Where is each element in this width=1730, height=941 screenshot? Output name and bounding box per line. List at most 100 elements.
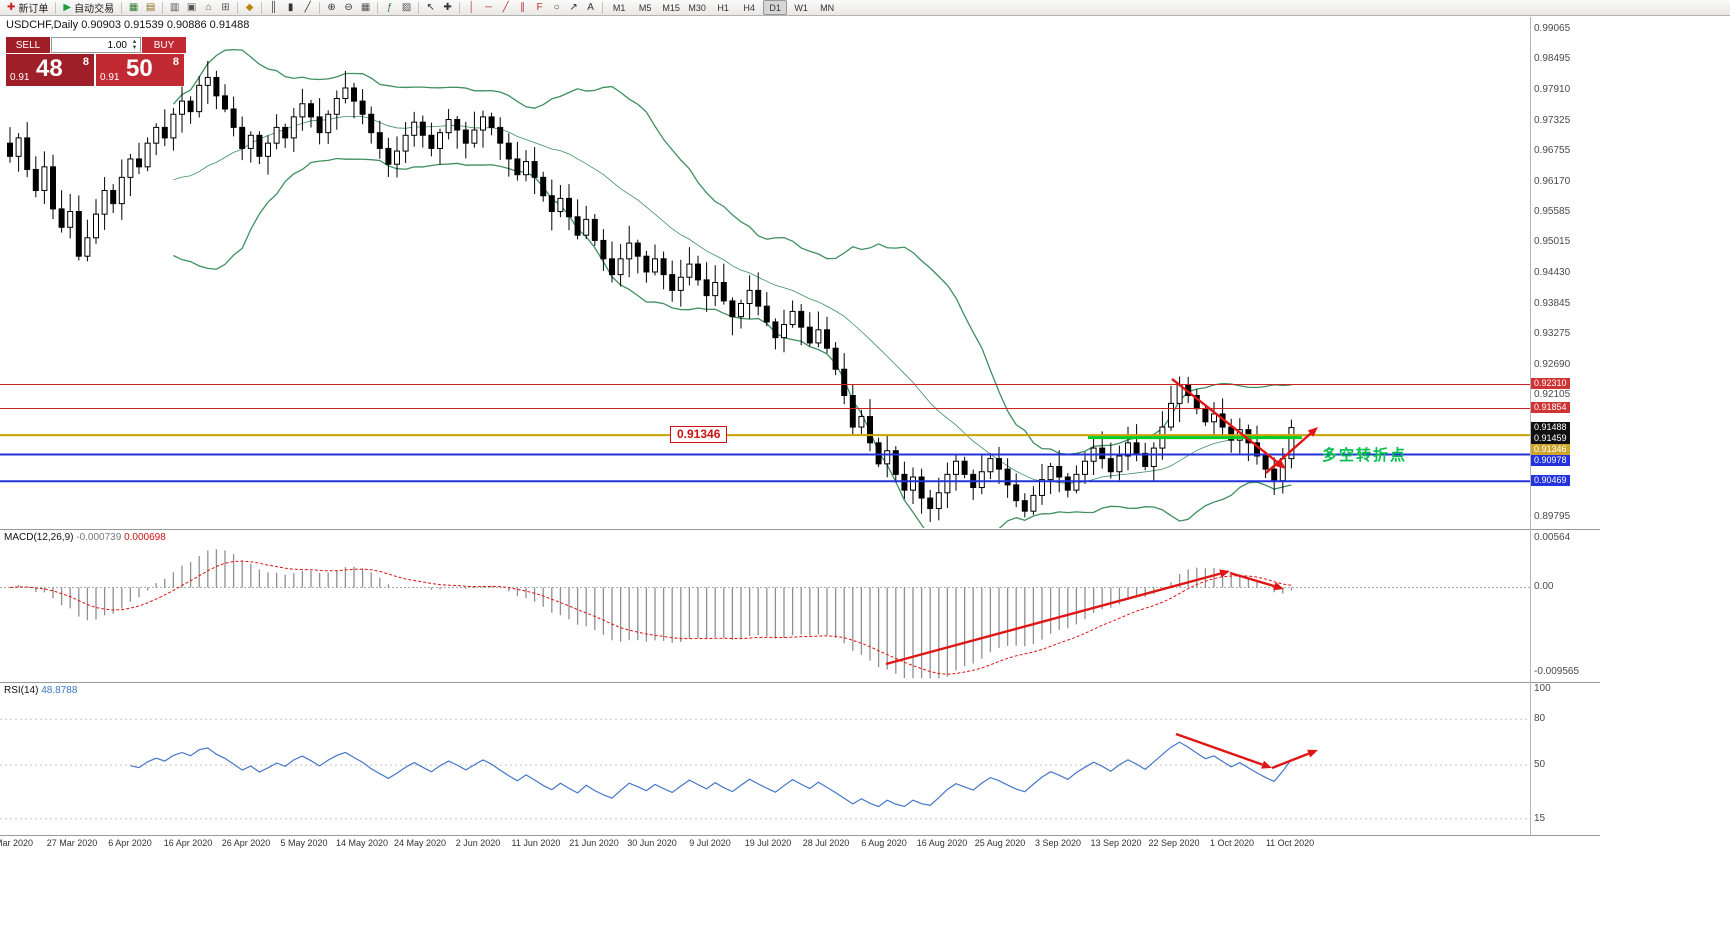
date-label: 11 Oct 2020 [1265,838,1315,848]
toolbar-separator [162,1,164,14]
zoom-out-icon[interactable]: ⊖ [344,1,353,13]
vertical-line-icon[interactable]: │ [468,1,475,13]
date-label: 5 May 2020 [280,838,328,848]
macd-header: MACD(12,26,9) -0.000739 0.000698 [4,532,166,543]
rsi-axis-label: 80 [1534,713,1546,725]
buy-button[interactable]: BUY [142,37,186,53]
price-tag: 0.91459 [1531,432,1570,444]
timeframe-h1[interactable]: H1 [717,2,729,13]
volume-spinner[interactable]: ▲ ▼ [129,39,140,52]
sell-price-prefix: 0.91 [10,72,30,83]
indicators-icon[interactable]: ƒ [386,1,393,13]
horizontal-line-icon[interactable]: ─ [485,1,493,13]
macd-axis-label: -0.009565 [1534,665,1580,677]
date-label: 24 May 2020 [393,838,447,848]
tile-windows-icon[interactable]: ▦ [360,1,371,13]
navigator-icon[interactable]: ⌂ [205,1,212,13]
new-chart-icon[interactable]: ▦ [128,1,139,13]
pane-separator [0,835,1600,836]
rsi-value: 48.8788 [41,685,78,696]
pane-separator[interactable] [0,682,1600,683]
timeframe-w1[interactable]: W1 [794,2,808,13]
toolbar-separator [261,1,263,14]
equidistant-channel-icon[interactable]: ∥ [520,1,526,13]
rsi-label: RSI(14) [4,685,39,696]
buy-price-pip: 8 [172,56,179,68]
templates-icon[interactable]: ▨ [401,1,412,13]
date-label: 30 Jun 2020 [627,838,677,848]
timeframe-d1[interactable]: D1 [763,0,788,15]
main-chart-canvas[interactable] [0,17,1530,528]
macd-axis-label: 0.00 [1534,581,1554,593]
crosshair-icon[interactable]: ✚ [443,1,452,13]
line-chart-icon[interactable]: ╱ [304,1,311,13]
timeframe-mn[interactable]: MN [820,2,835,13]
date-label: 22 Sep 2020 [1148,838,1200,848]
macd-pane-canvas[interactable] [0,531,1530,681]
price-tag: 0.90978 [1531,454,1570,466]
price-axis-label: 0.95015 [1534,236,1571,248]
timeframe-m1[interactable]: M1 [612,2,626,13]
timeframe-m30[interactable]: M30 [688,2,706,13]
rsi-axis-label: 15 [1534,812,1546,824]
price-axis-label: 0.96755 [1534,144,1571,156]
price-tag: 0.92310 [1531,378,1570,390]
date-label: 19 Jul 2020 [744,838,792,848]
toolbar-icons: ▦ ▤ ▥ ▣ ⌂ ⊞ ◆ ║ ▮ ╱ ⊕ ⊖ ▦ ƒ ▨ ↖ ✚ │ ─ ╱ ∥ F ○ ↗ A [125,1,606,15]
toolbar-separator [459,1,461,14]
data-window-icon[interactable]: ▣ [186,1,197,13]
rsi-header: RSI(14) 48.8788 [4,685,77,696]
rsi-axis-label: 50 [1534,759,1546,771]
text-tool-icon[interactable]: A [587,1,594,13]
sell-button[interactable]: SELL [6,37,50,53]
turning-point-text[interactable]: 多空转折点 [1322,446,1408,464]
date-label: 26 Apr 2020 [221,838,271,848]
candlestick-chart-icon[interactable]: ▮ [287,1,294,13]
symbol-period: USDCHF,Daily [6,19,79,31]
terminal-icon[interactable]: ⊞ [221,1,230,13]
auto-trading-button[interactable]: ▶ 自动交易 [59,1,118,15]
metaeditor-icon[interactable]: ◆ [245,1,254,13]
spinner-up-icon[interactable]: ▲ [131,39,138,45]
date-label: 2 Jun 2020 [455,838,501,848]
macd-label: MACD(12,26,9) [4,532,74,543]
sell-price-pip: 8 [82,56,89,68]
fibonacci-icon[interactable]: F [536,1,543,13]
chart-window: USDCHF,Daily 0.90903 0.91539 0.90886 0.9… [0,17,1730,941]
trendline-icon[interactable]: ╱ [502,1,509,13]
shapes-icon[interactable]: ○ [553,1,560,13]
level-price-label[interactable]: 0.91346 [670,426,728,444]
date-label: 16 Apr 2020 [163,838,213,848]
spinner-down-icon[interactable]: ▼ [131,45,138,51]
date-label: 16 Aug 2020 [916,838,968,848]
sell-quote[interactable]: 0.91 48 8 [6,54,94,86]
volume-input[interactable] [52,38,129,52]
auto-trading-label: 自动交易 [74,4,115,15]
pane-separator[interactable] [0,529,1600,530]
price-axis-label: 0.92690 [1534,358,1571,370]
rsi-pane-canvas[interactable] [0,684,1530,834]
price-tag: 0.91488 [1531,421,1570,433]
market-watch-icon[interactable]: ▥ [169,1,180,13]
sell-price-big: 48 [36,55,63,82]
timeframe-h4[interactable]: H4 [743,2,755,13]
chart-profiles-icon[interactable]: ▤ [145,1,156,13]
cursor-icon[interactable]: ↖ [426,1,435,13]
new-order-button[interactable]: ✚ 新订单 [3,1,52,15]
date-label: 25 Aug 2020 [974,838,1026,848]
timeframe-m5[interactable]: M5 [638,2,652,13]
bar-chart-icon[interactable]: ║ [270,1,278,13]
price-axis-label: 0.96170 [1534,175,1571,187]
rsi-axis-label: 100 [1534,682,1551,694]
date-label: Mar 2020 [0,838,34,848]
buy-quote[interactable]: 0.91 50 8 [96,54,184,86]
date-label: 1 Oct 2020 [1209,838,1255,848]
price-tag: 0.90469 [1531,475,1570,487]
price-axis-label: 0.93275 [1534,327,1571,339]
price-tag: 0.91346 [1531,443,1570,455]
arrows-tool-icon[interactable]: ↗ [569,1,578,13]
zoom-in-icon[interactable]: ⊕ [327,1,336,13]
price-tag: 0.91854 [1531,402,1570,414]
timeframe-m15[interactable]: M15 [662,2,680,13]
toolbar-separator [602,1,604,14]
